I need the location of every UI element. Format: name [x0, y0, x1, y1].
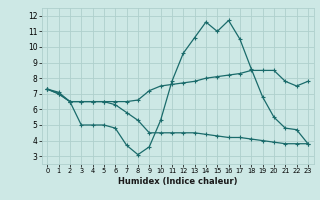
X-axis label: Humidex (Indice chaleur): Humidex (Indice chaleur): [118, 177, 237, 186]
